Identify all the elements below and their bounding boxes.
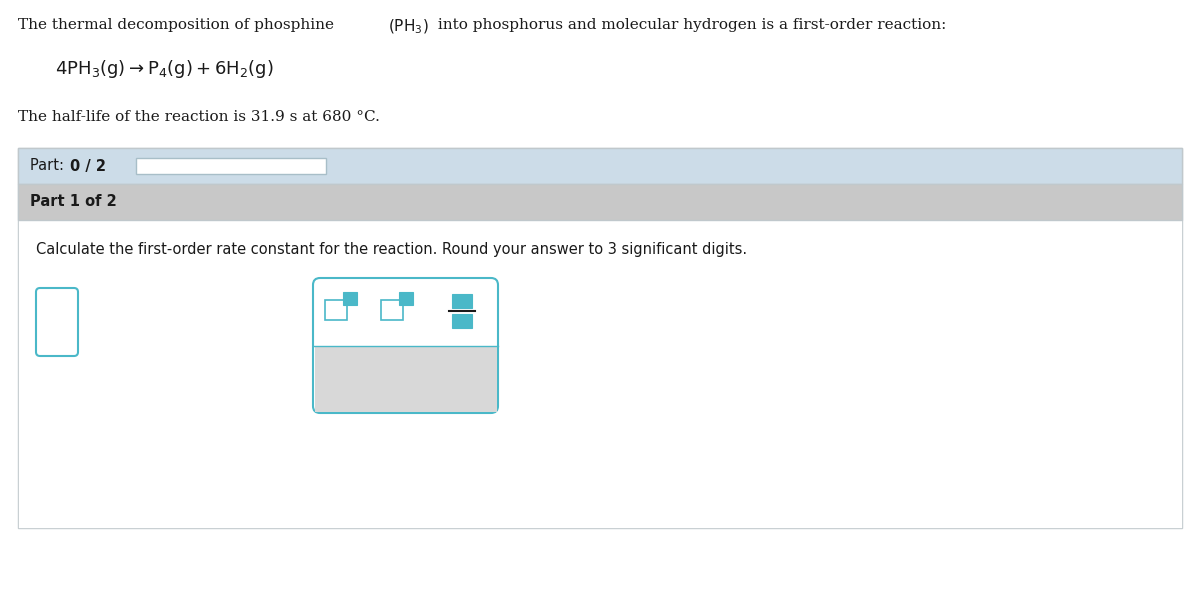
Text: Part 1 of 2: Part 1 of 2	[30, 195, 116, 210]
Bar	[398, 292, 413, 305]
Bar	[452, 294, 472, 308]
Text: The thermal decomposition of phosphine: The thermal decomposition of phosphine	[18, 18, 338, 32]
Text: $\mathrm{4PH_3(g)} \rightarrow \mathrm{P_4(g) + 6H_2(g)}$: $\mathrm{4PH_3(g)} \rightarrow \mathrm{P…	[55, 58, 274, 80]
Bar	[314, 346, 497, 411]
Bar	[452, 314, 472, 328]
Bar	[18, 148, 1182, 184]
Text: 0 / 2: 0 / 2	[70, 159, 106, 173]
FancyBboxPatch shape	[36, 288, 78, 356]
FancyBboxPatch shape	[313, 278, 498, 413]
Text: Calculate the first-order rate constant for the reaction. Round your answer to 3: Calculate the first-order rate constant …	[36, 242, 748, 257]
Text: ×: ×	[353, 369, 370, 390]
Text: ×10: ×10	[342, 294, 358, 303]
Text: $\left(\mathrm{PH_3}\right)$: $\left(\mathrm{PH_3}\right)$	[388, 18, 428, 36]
Bar	[18, 220, 1182, 528]
Bar	[382, 300, 403, 320]
Text: Part:: Part:	[30, 159, 68, 173]
Bar	[343, 292, 358, 305]
Text: ↺: ↺	[434, 369, 451, 390]
Bar	[325, 300, 347, 320]
Text: The half-life of the reaction is 31.9 s at 680 °C.: The half-life of the reaction is 31.9 s …	[18, 110, 380, 124]
Bar	[18, 148, 1182, 528]
Bar	[136, 158, 326, 174]
Text: into phosphorus and molecular hydrogen is a first-order reaction:: into phosphorus and molecular hydrogen i…	[433, 18, 947, 32]
Bar	[18, 184, 1182, 220]
